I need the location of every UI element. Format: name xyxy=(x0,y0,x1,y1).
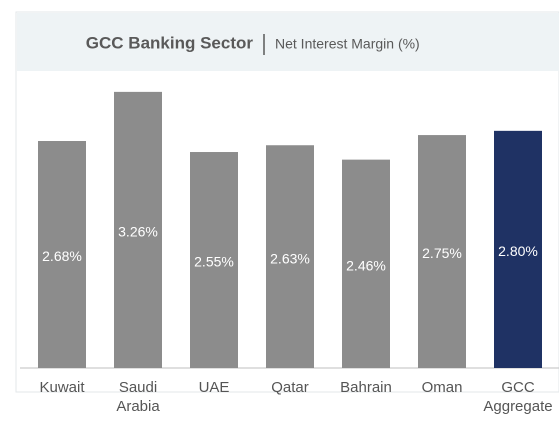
x-tick-label: Bahrain xyxy=(340,379,392,396)
bar xyxy=(494,130,542,368)
x-tick-label: GCC Aggregate xyxy=(483,379,553,415)
bar xyxy=(342,159,390,368)
value-label: 2.75% xyxy=(422,245,462,261)
bar xyxy=(38,141,86,368)
x-tick-label: Saudi Arabia xyxy=(116,379,160,415)
bar xyxy=(266,145,314,368)
bar xyxy=(190,152,238,368)
chart-subtitle: Net Interest Margin (%) xyxy=(275,36,420,52)
bar xyxy=(114,91,162,369)
value-label: 2.80% xyxy=(498,243,538,259)
x-tick-label: UAE xyxy=(198,379,230,396)
value-label: 3.26% xyxy=(118,224,158,240)
x-tick-label: Kuwait xyxy=(39,379,85,396)
x-tick-label: Qatar xyxy=(271,379,309,396)
x-tick-label: Oman xyxy=(421,379,463,396)
header-band xyxy=(17,13,559,71)
bar xyxy=(418,135,466,368)
value-label: 2.55% xyxy=(194,254,234,270)
chart-title: GCC Banking Sector xyxy=(86,33,254,52)
value-label: 2.68% xyxy=(42,248,82,264)
value-label: 2.46% xyxy=(346,258,386,274)
value-label: 2.63% xyxy=(270,250,310,266)
